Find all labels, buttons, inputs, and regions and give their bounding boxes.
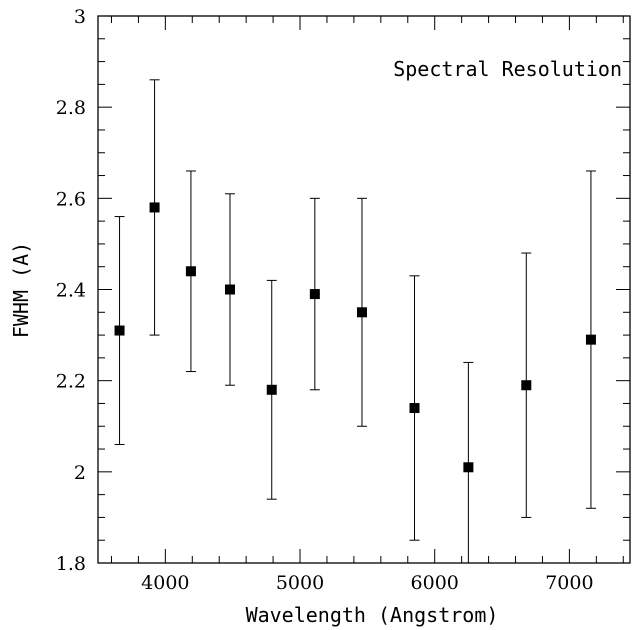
- y-tick-label: 2.4: [56, 280, 86, 302]
- data-point-marker: [521, 380, 532, 391]
- x-tick-label: 6000: [411, 572, 459, 594]
- data-point-marker: [185, 266, 196, 277]
- data-point-marker: [585, 334, 596, 345]
- plot-frame: [97, 15, 631, 564]
- x-axis-label: Wavelength (Angstrom): [246, 603, 499, 627]
- x-tick-label: 4000: [141, 572, 189, 594]
- data-point-marker: [309, 289, 320, 300]
- y-axis-label: FWHM (A): [9, 242, 33, 338]
- y-tick-label: 2.6: [56, 188, 86, 210]
- data-point-marker: [409, 403, 420, 414]
- axis-ticks: [98, 15, 630, 564]
- tick-labels: 4000 5000 6000 7000 1.8 2 2.2 2.4 2.6 2.8 3: [56, 6, 594, 594]
- x-tick-label: 7000: [545, 572, 593, 594]
- x-tick-label: 5000: [276, 572, 324, 594]
- data-point-marker: [149, 202, 160, 213]
- y-tick-label: 2.8: [56, 97, 86, 119]
- data-point-marker: [266, 384, 277, 395]
- data-point-marker: [463, 462, 474, 473]
- data-point-marker: [114, 325, 125, 336]
- chart-annotation: Spectral Resolution: [393, 57, 622, 81]
- y-tick-label: 1.8: [56, 553, 86, 575]
- data-points: [114, 202, 596, 473]
- error-bars: [114, 79, 596, 564]
- y-tick-label: 3: [74, 6, 86, 28]
- data-point-marker: [356, 307, 367, 318]
- data-point-marker: [224, 284, 235, 295]
- y-tick-label: 2.2: [56, 371, 86, 393]
- y-tick-label: 2: [74, 462, 86, 484]
